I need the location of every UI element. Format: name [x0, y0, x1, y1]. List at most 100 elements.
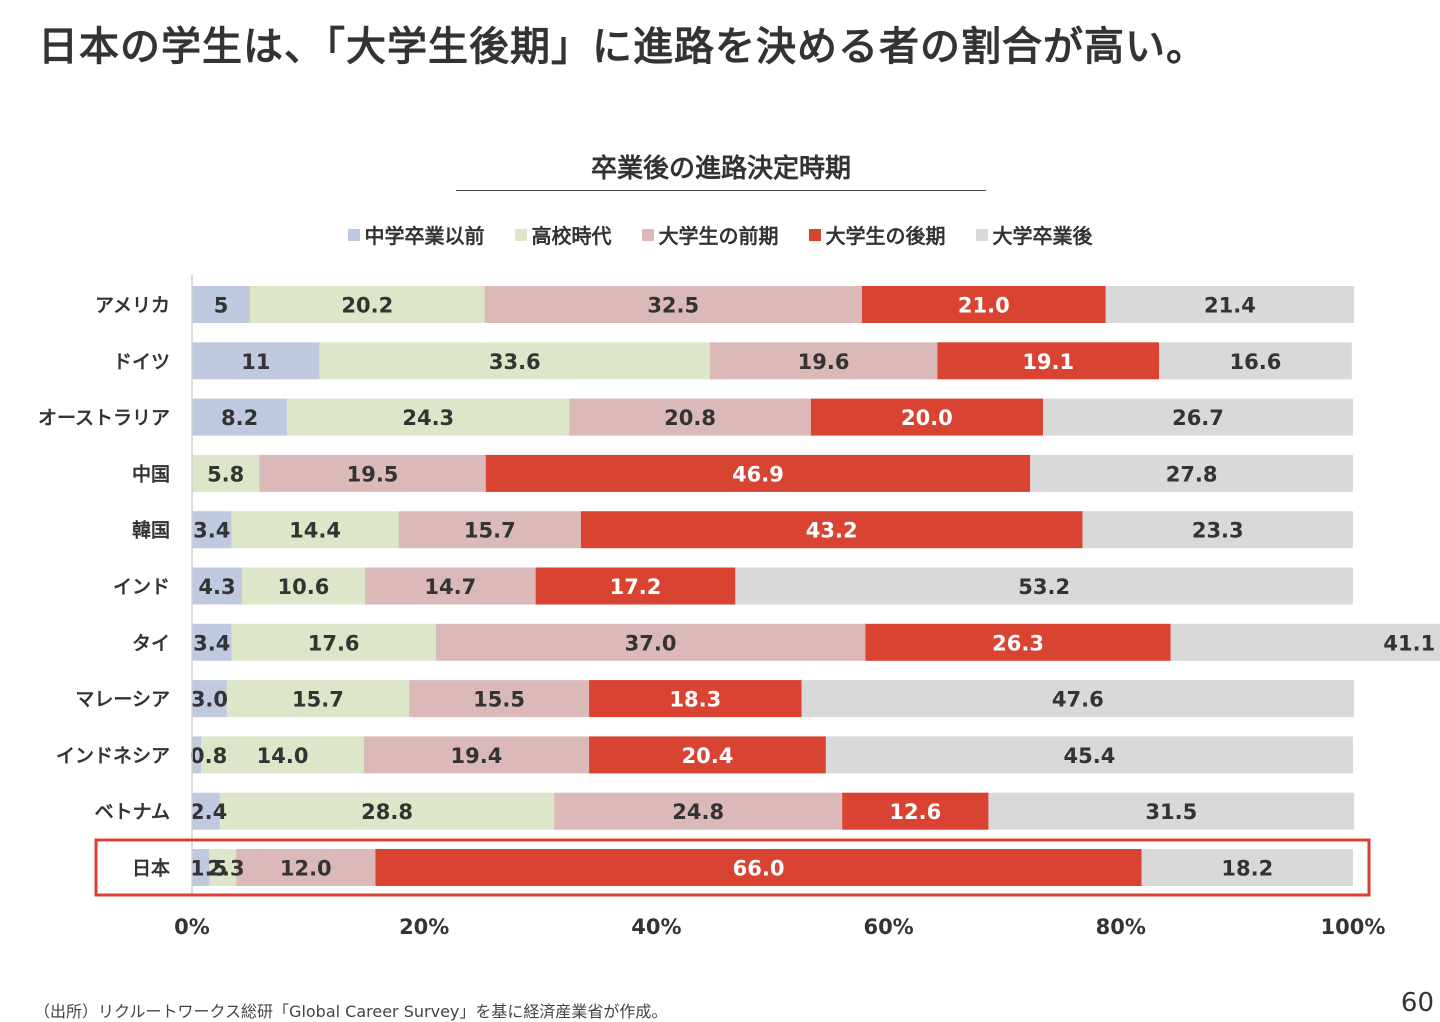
bar-segment	[192, 792, 220, 830]
data-label: 5.8	[207, 462, 244, 486]
data-label: 14.0	[257, 744, 309, 768]
bar-segment	[219, 792, 555, 830]
category-label: ドイツ	[113, 351, 170, 373]
highlight-box	[94, 838, 1371, 897]
bar-segment	[988, 792, 1355, 830]
bar-segment	[236, 849, 376, 886]
data-label: 53.2	[1018, 575, 1070, 599]
data-label: 32.5	[647, 294, 699, 318]
bar-segment	[810, 398, 1044, 436]
category-label: 韓国	[132, 519, 170, 542]
bar-segment	[192, 398, 288, 436]
data-label: 24.8	[672, 800, 724, 824]
bar-segment	[231, 511, 399, 549]
data-label: 1.5	[190, 857, 227, 881]
data-label: 26.7	[1172, 406, 1224, 430]
data-label: 14.7	[424, 575, 476, 599]
data-label: 2.3	[207, 857, 244, 881]
data-label: 15.7	[464, 519, 516, 543]
bar-segment	[1105, 286, 1355, 323]
legend-swatch	[347, 228, 360, 241]
data-label: 20.2	[341, 294, 393, 318]
category-label: オーストラリア	[38, 407, 170, 429]
legend-label: 大学生の前期	[658, 224, 779, 248]
legend-item-after-graduation: 大学卒業後	[975, 220, 1093, 249]
legend-swatch	[514, 228, 527, 241]
category-label: 日本	[132, 857, 170, 880]
bar-segment	[259, 454, 486, 492]
bar-segment	[192, 286, 251, 323]
data-label: 47.6	[1052, 688, 1104, 712]
category-label: 中国	[132, 462, 170, 485]
data-label: 19.6	[798, 350, 850, 374]
bar-segment	[842, 792, 989, 830]
bar-segment	[363, 736, 590, 774]
data-label: 19.4	[451, 744, 503, 768]
x-tick-label: 80%	[1096, 915, 1146, 939]
data-label: 20.8	[664, 406, 716, 430]
data-label: 46.9	[732, 462, 784, 486]
bar-segment	[709, 342, 938, 380]
data-label: 28.8	[361, 800, 413, 824]
data-label: 12.0	[280, 857, 332, 881]
category-label: インド	[113, 576, 170, 598]
bar-segment	[192, 849, 210, 886]
bar-segment	[435, 623, 866, 661]
data-label: 16.6	[1230, 350, 1282, 374]
data-label: 3.4	[193, 631, 230, 655]
bar-segment	[589, 680, 802, 718]
page-title: 日本の学生は、「大学生後期」に進路を決める者の割合が高い。	[38, 24, 1207, 70]
data-label: 18.2	[1221, 857, 1273, 881]
chart-title: 卒業後の進路決定時期	[590, 154, 851, 184]
bar-segment	[569, 398, 811, 436]
bar-segment	[589, 736, 826, 774]
bar-segment	[226, 680, 410, 718]
bar-segment	[1141, 849, 1353, 886]
data-label: 17.6	[308, 631, 360, 655]
bar-segment	[319, 342, 710, 380]
bar-segment	[1082, 511, 1353, 549]
bar-segment	[801, 680, 1355, 718]
bar-segment	[1159, 342, 1352, 380]
data-label: 45.4	[1064, 744, 1116, 768]
bar-segment	[192, 454, 260, 492]
category-label: ベトナム	[95, 801, 170, 823]
data-label: 21.0	[958, 294, 1010, 318]
legend-label: 中学卒業以前	[364, 224, 485, 248]
bar-segment	[192, 342, 320, 380]
chart-title-underline	[456, 190, 986, 191]
axis-layer: 0% 20% 40% 60% 80% 100%	[94, 275, 1386, 939]
bar-segment	[287, 398, 570, 436]
legend-swatch	[975, 228, 988, 241]
data-label: 19.5	[347, 462, 399, 486]
bar-segment	[484, 286, 862, 323]
data-label: 24.3	[402, 406, 454, 430]
legend-swatch	[808, 228, 821, 241]
legend-label: 大学卒業後	[992, 224, 1093, 248]
data-label: 27.8	[1166, 462, 1218, 486]
bar-segment	[861, 286, 1106, 323]
chart-legend: 中学卒業以前 高校時代 大学生の前期 大学生の後期 大学卒業後	[0, 220, 1440, 249]
x-tick-label: 100%	[1321, 915, 1386, 939]
bar-segment	[865, 623, 1171, 661]
data-label: 19.1	[1022, 350, 1074, 374]
bar-segment	[364, 567, 536, 605]
data-label: 66.0	[733, 857, 785, 881]
labels-layer: アメリカ 5 20.2 32.5 21.0 21.4 ドイツ 11 33.6 19.6 19.1 16…	[38, 294, 1435, 881]
data-label: 14.4	[289, 519, 341, 543]
bar-segment	[409, 680, 590, 718]
data-label: 15.5	[473, 688, 525, 712]
bar-segment	[937, 342, 1160, 380]
data-label: 11	[241, 350, 270, 374]
legend-item-high-school: 高校時代	[514, 220, 612, 249]
category-label: インドネシア	[56, 745, 170, 767]
x-tick-label: 60%	[863, 915, 913, 939]
x-tick-label: 20%	[399, 915, 449, 939]
bar-segment	[485, 454, 1031, 492]
bar-segment	[825, 736, 1353, 774]
page-number: 60	[1400, 988, 1434, 1018]
bar-segment	[241, 567, 365, 605]
bar-segment	[192, 511, 232, 549]
data-label: 4.3	[198, 575, 235, 599]
data-label: 3.4	[193, 519, 230, 543]
